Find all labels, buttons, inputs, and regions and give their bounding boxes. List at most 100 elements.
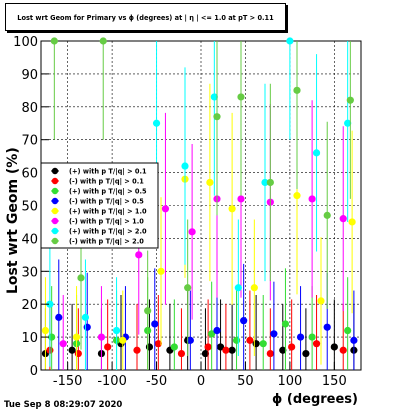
legend-swatch (51, 197, 59, 205)
data-point (293, 192, 301, 200)
data-point (246, 336, 254, 344)
y-tick-label: 100 (13, 35, 38, 50)
x-tick-label: -50 (146, 374, 167, 389)
legend-label: (-) with p T/|q| > 0.5 (69, 198, 144, 207)
data-point (312, 340, 321, 348)
x-tick-label: 50 (237, 374, 254, 389)
y-tick-label: 70 (21, 134, 38, 149)
data-point (348, 218, 356, 226)
data-point (270, 330, 278, 338)
data-point (293, 86, 301, 94)
data-point (208, 330, 216, 338)
data-point (213, 113, 221, 121)
axes: -150 -100 -50 0 50 100 150 0 10 20 30 40 50 60 70 80 90 1… (13, 35, 347, 389)
data-point (210, 93, 218, 101)
data-point (41, 326, 50, 335)
data-point (81, 313, 90, 321)
data-point (286, 37, 294, 45)
data-point (201, 349, 210, 358)
data-point (288, 343, 296, 351)
legend-box (40, 162, 159, 249)
data-point (99, 37, 107, 45)
data-point (240, 317, 248, 325)
data-point (259, 340, 267, 348)
legend-swatch (51, 167, 59, 175)
data-point (261, 178, 269, 187)
data-point (339, 215, 347, 223)
data-point (59, 340, 67, 348)
data-point (181, 162, 189, 170)
x-tick-label: 0 (197, 374, 205, 389)
data-point (112, 326, 121, 335)
data-point (222, 346, 230, 354)
y-tick-label: 0 (30, 364, 38, 379)
data-point (344, 326, 352, 335)
y-tick-label: 60 (21, 167, 38, 182)
data-point (213, 326, 221, 335)
data-point (72, 333, 81, 341)
legend-swatch (51, 207, 59, 215)
data-point (339, 346, 347, 354)
data-point (317, 297, 325, 305)
legend-label: (-) with p T/|q| > 0.1 (69, 178, 144, 187)
data-point (68, 346, 76, 354)
data-point (228, 205, 236, 213)
plot-title: Lost wrt Geom for Primary vs ϕ (degrees)… (5, 3, 286, 31)
data-point (250, 284, 258, 292)
legend: (+) with p T/|q| > 0.1(-) with p T/|q| >… (40, 162, 159, 249)
data-point (312, 149, 321, 157)
y-tick-label: 90 (21, 68, 38, 83)
data-point (323, 211, 331, 219)
legend-swatch (51, 217, 59, 225)
data-point (55, 313, 63, 321)
legend-label: (+) with p T/|q| > 0.1 (69, 168, 147, 177)
series-2 (46, 290, 347, 370)
data-point (170, 343, 178, 351)
data-point (154, 340, 162, 348)
legend-label: (-) with p T/|q| > 1.0 (69, 218, 144, 227)
legend-label: (+) with p T/|q| > 2.0 (69, 228, 147, 237)
x-tick-label: -100 (97, 374, 127, 389)
data-point (232, 336, 241, 344)
data-point (151, 320, 159, 328)
data-point (252, 340, 260, 348)
legend-swatch (51, 177, 59, 185)
data-point (50, 37, 58, 45)
y-tick-label: 30 (21, 265, 38, 280)
data-point (119, 336, 127, 344)
data-point (83, 323, 91, 331)
data-point (104, 343, 112, 351)
y-tick-label: 50 (21, 200, 38, 215)
timestamp-label: Tue Sep 8 08:29:07 2020 (4, 400, 123, 410)
data-point (186, 336, 194, 344)
data-point (206, 178, 214, 187)
data-point (346, 96, 354, 104)
data-marks (41, 37, 358, 370)
data-point (296, 333, 305, 341)
data-point (188, 228, 196, 236)
data-point (204, 343, 212, 351)
data-point (152, 119, 161, 127)
y-tick-label: 40 (21, 232, 38, 247)
x-tick-label: 100 (277, 374, 302, 389)
data-point (308, 333, 316, 341)
data-point (302, 349, 310, 358)
data-point (281, 320, 290, 328)
data-point (237, 93, 245, 101)
data-point (97, 333, 106, 341)
legend-swatch (51, 237, 59, 245)
y-tick-label: 10 (21, 331, 38, 346)
x-tick-label: -150 (53, 374, 83, 389)
data-point (323, 323, 331, 331)
data-point (308, 195, 316, 203)
y-axis-title: Lost wrt Geom (%) (5, 147, 21, 294)
x-tick-label: 150 (322, 374, 347, 389)
legend-label: (+) with p T/|q| > 1.0 (69, 208, 147, 217)
data-point (266, 178, 274, 187)
legend-label: (-) with p T/|q| > 2.0 (69, 238, 144, 247)
data-point (228, 346, 236, 354)
legend-label: (+) with p T/|q| > 0.5 (69, 188, 147, 197)
data-point (133, 346, 141, 354)
legend-swatch (51, 187, 59, 195)
